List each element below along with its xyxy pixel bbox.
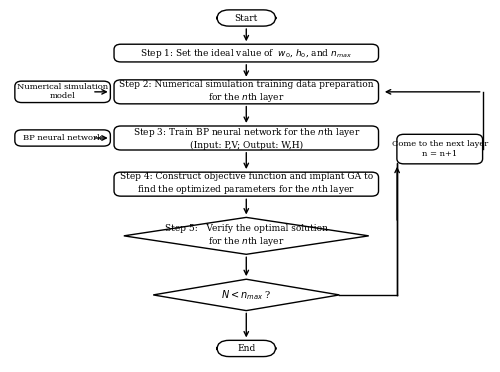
Text: End: End (237, 344, 256, 353)
FancyBboxPatch shape (217, 340, 276, 357)
FancyBboxPatch shape (217, 10, 276, 26)
Text: Come to the next layer
n = n+1: Come to the next layer n = n+1 (392, 141, 488, 158)
Text: Start: Start (234, 13, 258, 22)
Text: BP neural network: BP neural network (23, 134, 102, 142)
FancyBboxPatch shape (114, 172, 378, 196)
FancyBboxPatch shape (15, 130, 110, 146)
FancyBboxPatch shape (114, 80, 378, 104)
Polygon shape (124, 217, 368, 254)
FancyBboxPatch shape (114, 44, 378, 62)
Text: Step 3: Train BP neural network for the $n$th layer
(Input: P,V; Output: W,H): Step 3: Train BP neural network for the … (132, 126, 360, 150)
Text: Numerical simulation
model: Numerical simulation model (17, 83, 108, 100)
Polygon shape (153, 279, 340, 311)
Text: Step 2: Numerical simulation training data preparation
for the $n$th layer: Step 2: Numerical simulation training da… (119, 80, 374, 104)
FancyBboxPatch shape (397, 134, 482, 164)
Text: Step 4: Construct objective function and implant GA to
find the optimized parame: Step 4: Construct objective function and… (120, 172, 373, 196)
Text: $N < n_{max}$ ?: $N < n_{max}$ ? (221, 288, 272, 302)
Text: Step 1: Set the ideal value of  $w_0$, $h_0$, and $n_{max}$: Step 1: Set the ideal value of $w_0$, $h… (140, 46, 352, 60)
FancyBboxPatch shape (114, 126, 378, 150)
Text: Step 5:   Verify the optimal solution
for the $n$th layer: Step 5: Verify the optimal solution for … (165, 224, 328, 248)
FancyBboxPatch shape (15, 81, 110, 103)
